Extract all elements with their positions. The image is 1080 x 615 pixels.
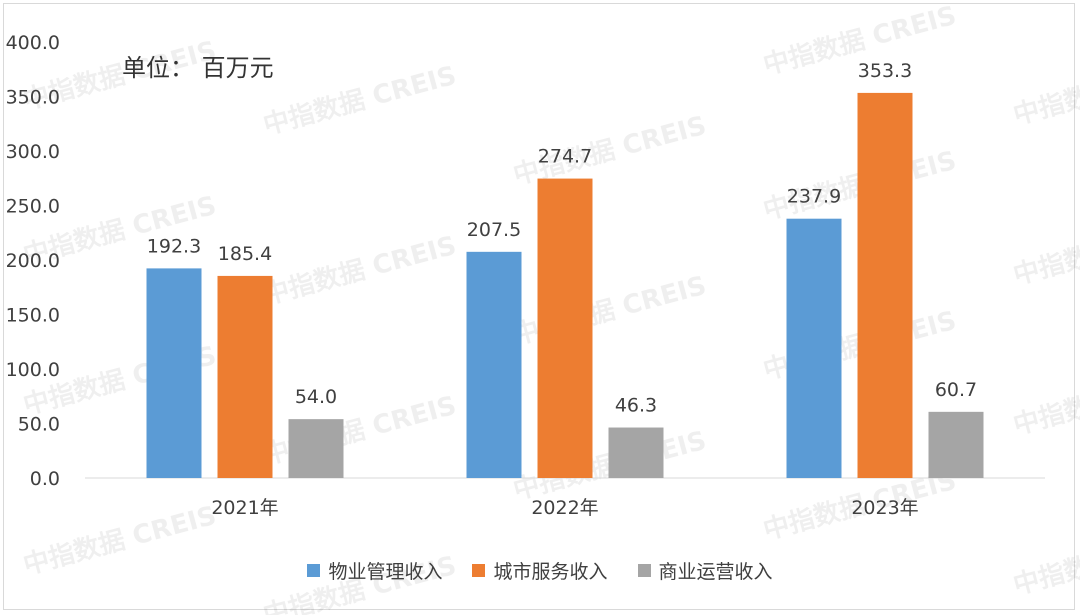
bar-series-3-1: [288, 419, 344, 478]
bar-series-2-3: [857, 92, 913, 478]
data-label-series-3-2: 46.3: [615, 395, 657, 417]
bar-series-1-1: [146, 268, 202, 478]
data-label-series-1-3: 237.9: [787, 186, 841, 208]
y-tick-label: 100.0: [6, 359, 60, 381]
legend-swatch-series-1: [307, 563, 321, 577]
y-tick-label: 0.0: [30, 468, 60, 490]
legend-label-series-3: 商业运营收入: [658, 560, 773, 583]
bar-series-2-2: [537, 178, 593, 478]
y-tick-label: 150.0: [6, 305, 60, 327]
legend-swatch-series-2: [472, 563, 486, 577]
bar-series-1-3: [786, 218, 842, 478]
bar-series-3-2: [608, 427, 664, 478]
x-category-label: 2021年: [211, 497, 278, 519]
data-label-series-2-3: 353.3: [858, 60, 912, 82]
data-label-series-3-3: 60.7: [935, 379, 977, 401]
bar-series-2-1: [217, 275, 273, 478]
x-category-label: 2023年: [851, 497, 918, 519]
y-tick-label: 300.0: [6, 141, 60, 163]
data-label-series-1-2: 207.5: [467, 219, 521, 241]
x-category-label: 2022年: [531, 497, 598, 519]
legend-item-series-1: 物业管理收入: [307, 557, 442, 584]
legend-label-series-1: 物业管理收入: [328, 560, 443, 583]
bar-series-3-3: [928, 411, 984, 478]
y-tick-label: 350.0: [6, 87, 60, 109]
data-label-series-1-1: 192.3: [147, 235, 201, 257]
data-label-series-2-1: 185.4: [218, 243, 272, 265]
chart-frame: [3, 3, 1075, 610]
y-tick-label: 200.0: [6, 250, 60, 272]
legend: 物业管理收入 城市服务收入 商业运营收入: [0, 556, 1080, 584]
legend-item-series-2: 城市服务收入: [472, 557, 608, 584]
data-label-series-3-1: 54.0: [295, 386, 337, 408]
legend-label-series-2: 城市服务收入: [493, 560, 608, 583]
y-tick-label: 400.0: [6, 32, 60, 54]
data-label-series-2-2: 274.7: [538, 146, 592, 168]
legend-item-series-3: 商业运营收入: [637, 557, 773, 584]
legend-swatch-series-3: [637, 563, 651, 577]
bar-series-1-2: [466, 251, 522, 478]
y-tick-label: 50.0: [18, 414, 60, 436]
unit-label: 单位： 百万元: [122, 54, 274, 82]
y-tick-label: 250.0: [6, 196, 60, 218]
